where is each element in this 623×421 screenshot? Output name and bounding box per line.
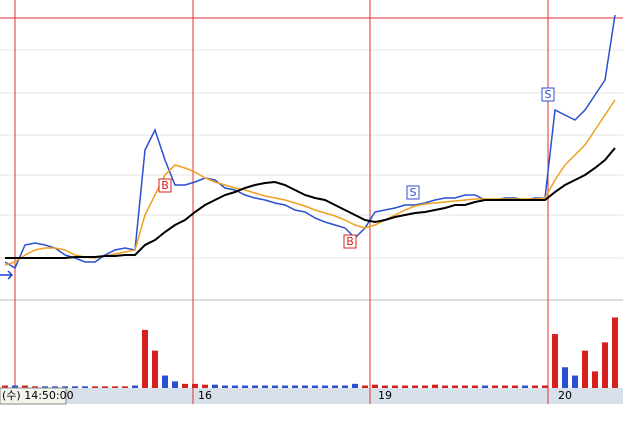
- volume-bar: [292, 385, 298, 388]
- volume-bar: [92, 386, 98, 388]
- volume-bar: [112, 386, 118, 388]
- volume-bar: [592, 371, 598, 388]
- volume-bar: [62, 386, 68, 388]
- cursor-box: [0, 387, 67, 405]
- volume-bar: [322, 385, 328, 388]
- volume-bar: [532, 385, 538, 388]
- volume-bar: [462, 385, 468, 388]
- x-axis-band: [0, 388, 623, 404]
- volume-bar: [242, 385, 248, 388]
- volume-bar: [132, 385, 138, 388]
- signal-box: [406, 185, 420, 200]
- volume-bar: [172, 381, 178, 388]
- session-lines: [0, 0, 623, 404]
- signal-box: [343, 234, 357, 249]
- volume-bar: [12, 385, 18, 388]
- signal-label: S: [410, 186, 417, 199]
- volume-bar: [492, 385, 498, 388]
- volume-bar: [272, 385, 278, 388]
- volume-bar: [182, 383, 188, 388]
- volume-bar: [232, 385, 238, 388]
- volume-bar: [302, 385, 308, 388]
- signal-label: B: [346, 235, 354, 248]
- volume-bar: [352, 383, 358, 388]
- volume-bar: [332, 385, 338, 388]
- volume-bar: [452, 385, 458, 388]
- volume-bar: [612, 317, 618, 388]
- volume-bar: [392, 385, 398, 388]
- volume-bar: [142, 329, 148, 388]
- x-tick-label: 16: [198, 389, 212, 402]
- volume-bar: [432, 384, 438, 388]
- x-tick-label: 20: [558, 389, 572, 402]
- signal-label: S: [545, 88, 552, 101]
- volume-bar: [32, 386, 38, 388]
- volume-bar: [552, 334, 558, 388]
- volume-bar: [52, 386, 58, 388]
- volume-bar: [502, 385, 508, 388]
- arrow-icon: [0, 270, 14, 280]
- volume-bar: [212, 384, 218, 388]
- price-line: [4, 14, 616, 270]
- volume-bar: [282, 385, 288, 388]
- volume-bar: [602, 342, 608, 388]
- volume-bar: [572, 375, 578, 388]
- volume-bar: [72, 386, 78, 388]
- volume-bar: [362, 385, 368, 388]
- volume-bar: [152, 350, 158, 388]
- volume-bar: [472, 385, 478, 388]
- volume-bar: [582, 350, 588, 388]
- volume-bar: [252, 385, 258, 388]
- signal-label: B: [161, 179, 169, 192]
- volume-bar: [162, 375, 168, 388]
- grid: [0, 49, 623, 259]
- volume-bar: [342, 385, 348, 388]
- volume-bar: [202, 384, 208, 388]
- volume-bar: [422, 385, 428, 388]
- volume-bar: [192, 383, 198, 388]
- volume-bar: [442, 385, 448, 388]
- volume-bar: [312, 385, 318, 388]
- volume-bar: [522, 385, 528, 388]
- price-line: [5, 147, 616, 259]
- signal-box: [541, 87, 555, 102]
- volume-bar: [402, 385, 408, 388]
- signal-box: [158, 178, 172, 193]
- volume-bar: [122, 386, 128, 388]
- x-tick-label: 19: [378, 389, 392, 402]
- volume-bar: [262, 385, 268, 388]
- volume-bar: [382, 385, 388, 388]
- volume-bar: [222, 385, 228, 388]
- volume-bar: [412, 385, 418, 388]
- volume-bar: [82, 386, 88, 388]
- volume-bar: [2, 385, 8, 388]
- volume-bar: [22, 385, 28, 388]
- cursor-label: (수) 14:50:00: [2, 389, 74, 402]
- volume-bar: [102, 386, 108, 388]
- volume-bar: [562, 367, 568, 388]
- volume-bar: [512, 385, 518, 388]
- plot: B B S S: [2, 14, 618, 388]
- volume-bar: [42, 386, 48, 388]
- volume-bar: [542, 385, 548, 388]
- volume-bar: [372, 384, 378, 388]
- volume-bar: [482, 385, 488, 388]
